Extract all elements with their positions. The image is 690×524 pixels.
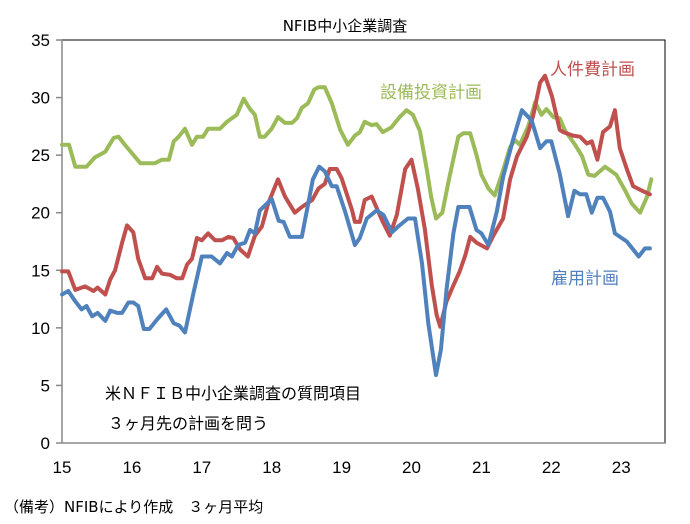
series-line-1 [60,73,652,329]
x-tick-label: 23 [612,458,631,477]
footer-note: （備考）NFIBにより作成 ３ヶ月平均 [4,498,264,516]
annotation-line-1: 米ＮＦＩＢ中小企業調査の質問項目 [105,384,361,403]
annotation-line-2: ３ヶ月先の計画を問う [108,414,268,433]
y-tick-label: 25 [31,146,50,165]
x-tick-label: 22 [542,458,561,477]
series-label-employment: 雇用計画 [551,269,619,289]
y-tick-label: 10 [31,319,50,338]
y-tick-label: 15 [31,261,50,280]
series-label-labor-cost: 人件費計画 [550,60,635,80]
series-label-capex: 設備投資計画 [380,83,482,103]
plot-frame [61,39,666,444]
y-tick-label: 0 [41,434,50,453]
series-line-2 [60,108,652,378]
x-tick-label: 21 [472,458,491,477]
series-line-0 [60,85,654,221]
x-tick-label: 17 [192,458,211,477]
x-tick-label: 16 [122,458,141,477]
y-tick-label: 20 [31,204,50,223]
x-tick-label: 20 [402,458,421,477]
chart-title: NFIB中小企業調査 [283,17,408,35]
x-tick-label: 15 [53,458,72,477]
x-tick-label: 18 [262,458,281,477]
x-tick-label: 19 [332,458,351,477]
y-tick-label: 35 [31,31,50,50]
y-tick-label: 30 [31,89,50,108]
y-tick-label: 5 [41,376,50,395]
